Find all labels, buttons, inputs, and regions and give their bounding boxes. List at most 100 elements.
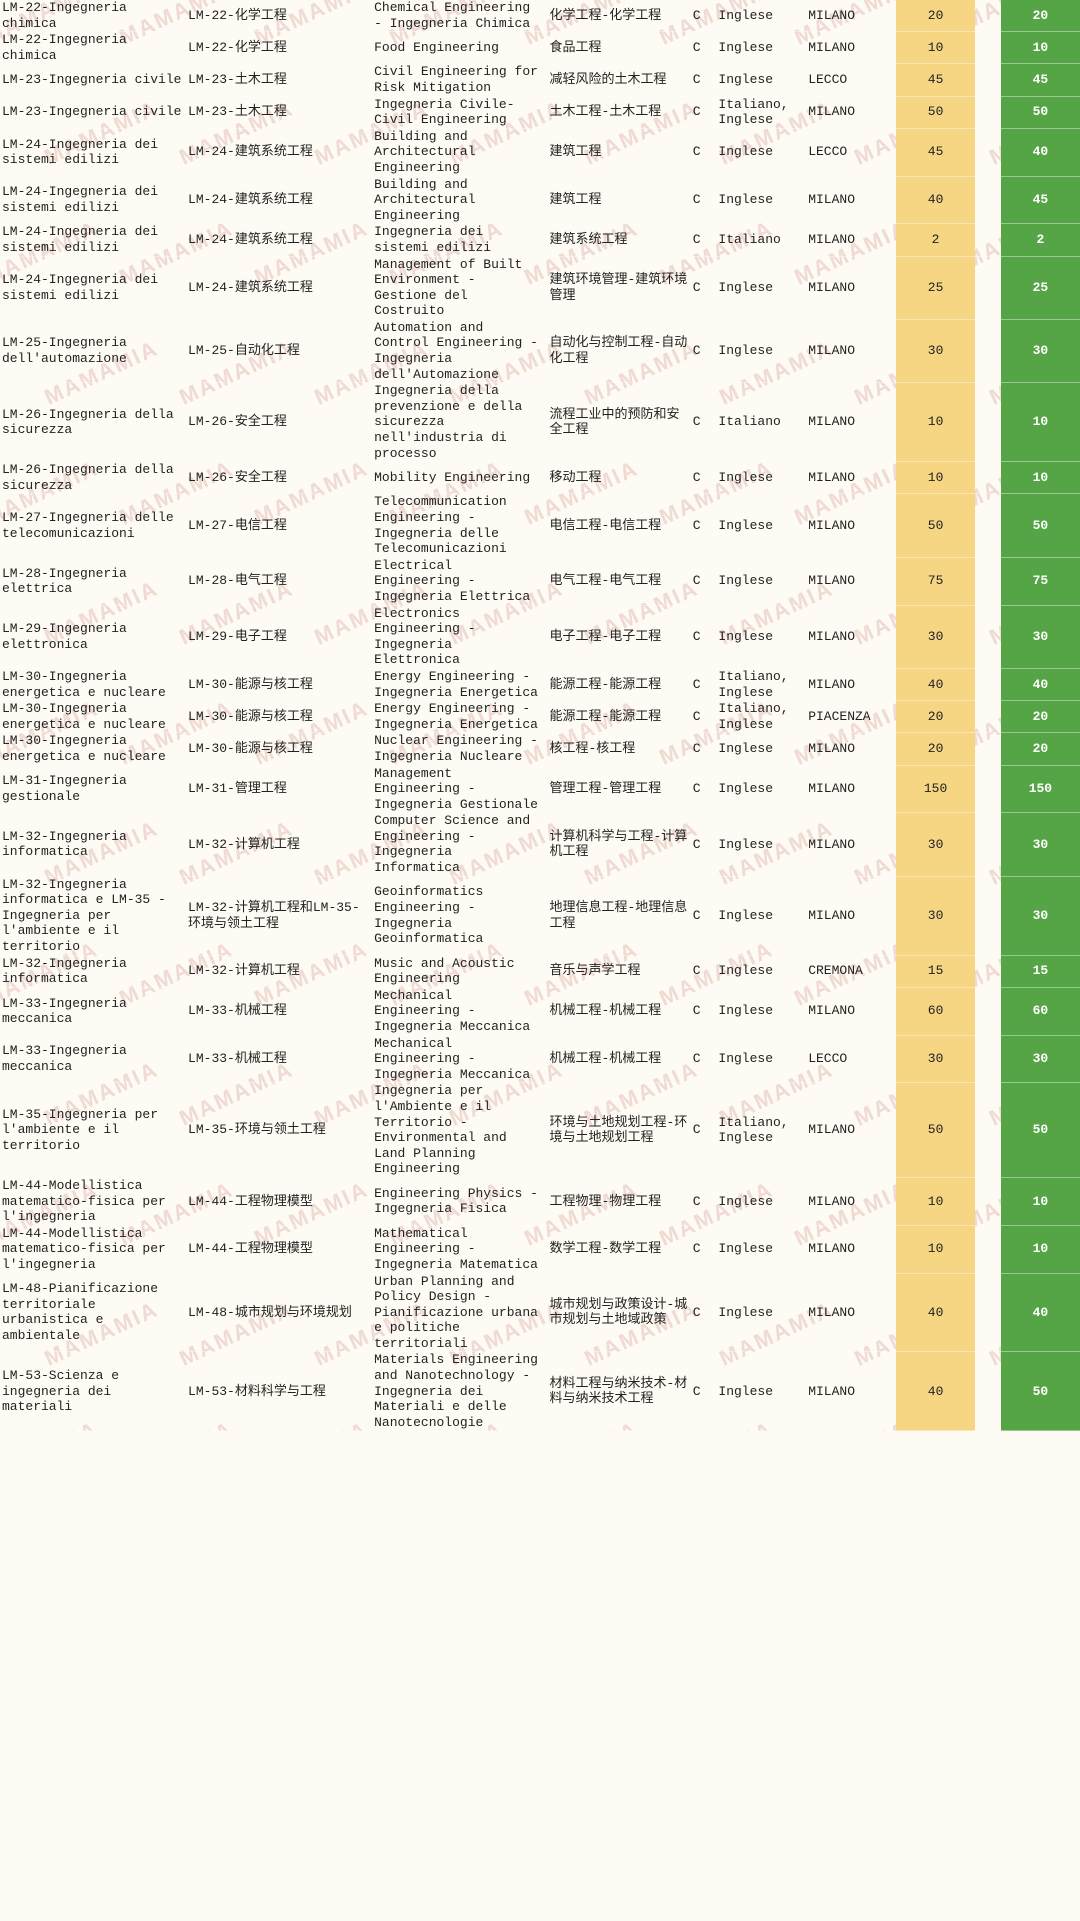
col-seats-b: 20 — [1001, 733, 1080, 765]
col-chinese-name: LM-23-土木工程 — [186, 64, 372, 96]
col-seats-a: 75 — [896, 557, 975, 605]
table-row: LM-26-Ingegneria della sicurezzaLM-26-安全… — [0, 462, 1080, 494]
col-italian-name: LM-30-Ingegneria energetica e nucleare — [0, 668, 186, 700]
col-italian-name: LM-23-Ingegneria civile — [0, 64, 186, 96]
col-program-name: Automation and Control Engineering - Ing… — [372, 319, 547, 382]
col-seats-b: 10 — [1001, 383, 1080, 462]
col-program-name-cn: 电信工程-电信工程 — [547, 494, 690, 557]
col-program-name-cn: 食品工程 — [547, 32, 690, 64]
col-program-name-cn: 移动工程 — [547, 462, 690, 494]
col-italian-name: LM-30-Ingegneria energetica e nucleare — [0, 733, 186, 765]
col-program-name: Management of Built Environment - Gestio… — [372, 256, 547, 319]
col-level: C — [691, 383, 717, 462]
gap — [975, 668, 1001, 700]
col-seats-b: 60 — [1001, 987, 1080, 1035]
col-program-name: Materials Engineering and Nanotechnology… — [372, 1352, 547, 1431]
col-seats-b: 30 — [1001, 876, 1080, 955]
table-row: LM-23-Ingegneria civileLM-23-土木工程Ingegne… — [0, 96, 1080, 128]
col-level: C — [691, 0, 717, 32]
col-level: C — [691, 557, 717, 605]
col-seats-a: 2 — [896, 224, 975, 256]
table-row: LM-22-Ingegneria chimicaLM-22-化学工程Chemic… — [0, 0, 1080, 32]
col-program-name-cn: 机械工程-机械工程 — [547, 1035, 690, 1083]
col-italian-name: LM-31-Ingegneria gestionale — [0, 765, 186, 813]
col-chinese-name: LM-25-自动化工程 — [186, 319, 372, 382]
gap — [975, 1225, 1001, 1273]
col-seats-b: 50 — [1001, 96, 1080, 128]
col-program-name: Electrical Engineering - Ingegneria Elet… — [372, 557, 547, 605]
col-chinese-name: LM-24-建筑系统工程 — [186, 256, 372, 319]
col-program-name: Mechanical Engineering - Ingegneria Mecc… — [372, 987, 547, 1035]
col-language: Italiano, Inglese — [716, 668, 806, 700]
gap — [975, 64, 1001, 96]
gap — [975, 462, 1001, 494]
gap — [975, 987, 1001, 1035]
col-italian-name: LM-22-Ingegneria chimica — [0, 0, 186, 32]
col-chinese-name: LM-29-电子工程 — [186, 605, 372, 668]
col-language: Inglese — [716, 605, 806, 668]
col-language: Inglese — [716, 32, 806, 64]
col-seats-a: 40 — [896, 668, 975, 700]
col-program-name: Ingegneria dei sistemi edilizi — [372, 224, 547, 256]
table-row: LM-23-Ingegneria civileLM-23-土木工程Civil E… — [0, 64, 1080, 96]
table-row: LM-32-Ingegneria informatica e LM-35 - I… — [0, 876, 1080, 955]
col-seats-a: 10 — [896, 32, 975, 64]
col-seats-b: 2 — [1001, 224, 1080, 256]
col-campus: PIACENZA — [806, 701, 896, 733]
col-campus: MILANO — [806, 733, 896, 765]
col-language: Inglese — [716, 1225, 806, 1273]
col-level: C — [691, 987, 717, 1035]
col-seats-b: 15 — [1001, 955, 1080, 987]
col-program-name: Engineering Physics - Ingegneria Fisica — [372, 1177, 547, 1225]
col-seats-b: 150 — [1001, 765, 1080, 813]
col-program-name-cn: 流程工业中的预防和安全工程 — [547, 383, 690, 462]
col-seats-a: 60 — [896, 987, 975, 1035]
col-seats-b: 30 — [1001, 319, 1080, 382]
col-language: Inglese — [716, 0, 806, 32]
col-seats-a: 30 — [896, 813, 975, 876]
col-seats-a: 20 — [896, 701, 975, 733]
col-level: C — [691, 813, 717, 876]
col-campus: MILANO — [806, 319, 896, 382]
gap — [975, 701, 1001, 733]
col-level: C — [691, 224, 717, 256]
col-level: C — [691, 1083, 717, 1178]
col-campus: MILANO — [806, 1083, 896, 1178]
col-language: Italiano, Inglese — [716, 701, 806, 733]
col-italian-name: LM-53-Scienza e ingegneria dei materiali — [0, 1352, 186, 1431]
table-row: LM-33-Ingegneria meccanicaLM-33-机械工程Mech… — [0, 1035, 1080, 1083]
col-campus: MILANO — [806, 176, 896, 224]
gap — [975, 319, 1001, 382]
col-seats-a: 20 — [896, 0, 975, 32]
col-language: Inglese — [716, 1177, 806, 1225]
table-row: LM-48-Pianificazione territoriale urbani… — [0, 1273, 1080, 1352]
col-level: C — [691, 701, 717, 733]
col-program-name-cn: 土木工程-土木工程 — [547, 96, 690, 128]
table-row: LM-30-Ingegneria energetica e nucleareLM… — [0, 668, 1080, 700]
col-seats-a: 30 — [896, 876, 975, 955]
col-italian-name: LM-24-Ingegneria dei sistemi edilizi — [0, 224, 186, 256]
gap — [975, 32, 1001, 64]
col-program-name-cn: 城市规划与政策设计-城市规划与土地域政策 — [547, 1273, 690, 1352]
table-row: LM-30-Ingegneria energetica e nucleareLM… — [0, 733, 1080, 765]
col-campus: MILANO — [806, 1177, 896, 1225]
col-program-name: Building and Architectural Engineering — [372, 128, 547, 176]
gap — [975, 1035, 1001, 1083]
col-italian-name: LM-29-Ingegneria elettronica — [0, 605, 186, 668]
col-program-name: Mathematical Engineering - Ingegneria Ma… — [372, 1225, 547, 1273]
col-chinese-name: LM-24-建筑系统工程 — [186, 224, 372, 256]
col-program-name-cn: 计算机科学与工程-计算机工程 — [547, 813, 690, 876]
col-program-name-cn: 建筑环境管理-建筑环境管理 — [547, 256, 690, 319]
gap — [975, 813, 1001, 876]
gap — [975, 224, 1001, 256]
col-chinese-name: LM-32-计算机工程和LM-35-环境与领土工程 — [186, 876, 372, 955]
col-campus: MILANO — [806, 1352, 896, 1431]
col-italian-name: LM-25-Ingegneria dell'automazione — [0, 319, 186, 382]
col-campus: MILANO — [806, 557, 896, 605]
col-program-name: Ingegneria Civile- Civil Engineering — [372, 96, 547, 128]
col-italian-name: LM-32-Ingegneria informatica — [0, 813, 186, 876]
col-program-name: Telecommunication Engineering - Ingegner… — [372, 494, 547, 557]
col-italian-name: LM-26-Ingegneria della sicurezza — [0, 383, 186, 462]
table-row: LM-31-Ingegneria gestionaleLM-31-管理工程Man… — [0, 765, 1080, 813]
col-seats-a: 10 — [896, 1177, 975, 1225]
